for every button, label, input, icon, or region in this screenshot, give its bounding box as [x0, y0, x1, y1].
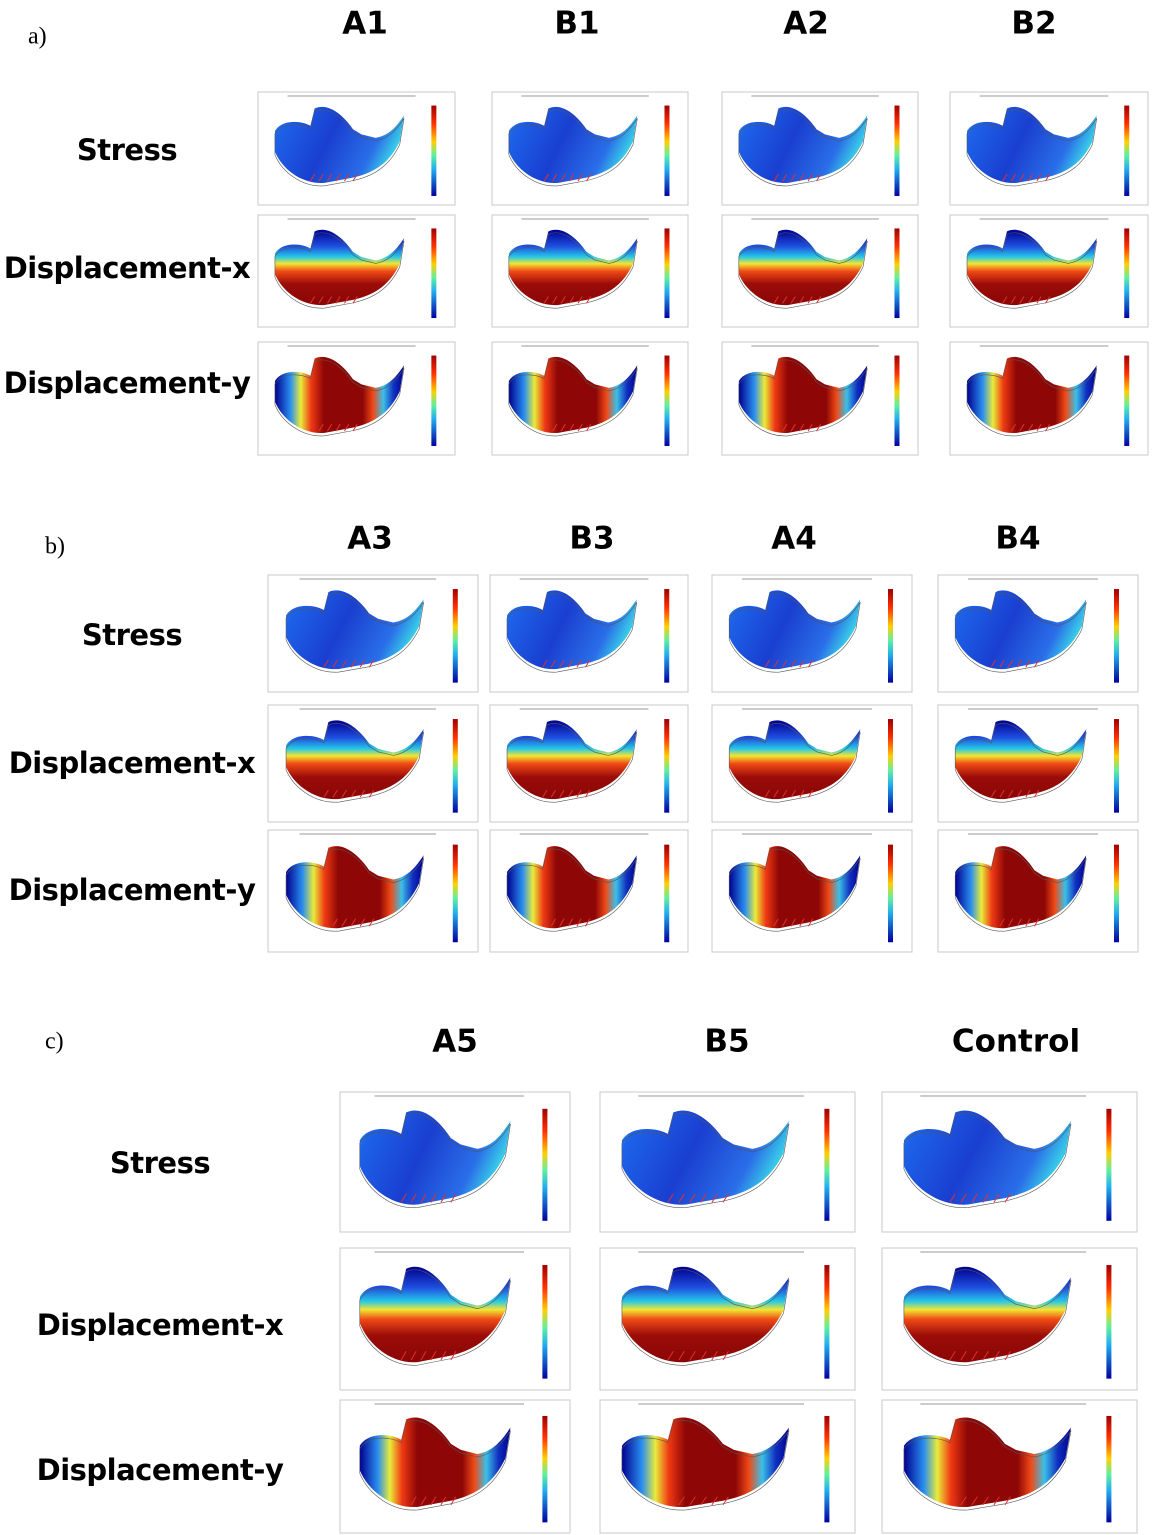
- section-label: c): [45, 1029, 64, 1055]
- column-header: A4: [771, 521, 817, 557]
- simulation-panel: [492, 342, 688, 455]
- simulation-panel: [258, 92, 455, 205]
- section-label: a): [28, 24, 47, 50]
- simulation-panel: [268, 830, 478, 952]
- colorbar: [824, 1265, 829, 1379]
- simulation-panel: [882, 1092, 1137, 1232]
- simulation-panel: [722, 342, 918, 455]
- colorbar: [431, 228, 436, 318]
- figure: a) A1 B1 A2 B2 Stress Displacement-x Displaceme…: [0, 0, 1152, 1535]
- colorbar: [1114, 719, 1119, 813]
- colorbar: [542, 1265, 547, 1379]
- simulation-panel: [490, 705, 688, 822]
- colorbar: [1106, 1265, 1111, 1379]
- colorbar: [664, 106, 669, 196]
- column-header: A2: [783, 6, 829, 42]
- simulation-panel: [268, 575, 478, 692]
- column-header: B4: [995, 521, 1040, 557]
- simulation-panel: [340, 1400, 570, 1533]
- simulation-panel: [340, 1248, 570, 1390]
- simulation-panel: [490, 830, 688, 952]
- colorbar: [1124, 106, 1129, 196]
- colorbar: [894, 356, 899, 446]
- colorbar: [453, 719, 458, 813]
- row-label: Displacement-y: [4, 366, 251, 400]
- column-header: Control: [952, 1024, 1080, 1060]
- row-label: Displacement-x: [37, 1308, 284, 1342]
- simulation-panel: [340, 1092, 570, 1232]
- colorbar: [542, 1109, 547, 1221]
- colorbar: [664, 845, 669, 943]
- simulation-panel: [722, 92, 918, 205]
- colorbar: [824, 1416, 829, 1522]
- colorbar: [1114, 845, 1119, 943]
- row-label: Displacement-x: [9, 746, 256, 780]
- simulation-panel: [258, 342, 455, 455]
- simulation-panel: [492, 215, 688, 327]
- simulation-panel: [882, 1248, 1137, 1390]
- simulation-panel: [258, 215, 455, 327]
- section-label: b): [45, 534, 65, 560]
- colorbar: [1106, 1109, 1111, 1221]
- simulation-panel: [268, 705, 478, 822]
- simulation-panel: [938, 830, 1138, 952]
- row-label: Displacement-y: [9, 873, 256, 907]
- colorbar: [664, 228, 669, 318]
- simulation-panel: [938, 705, 1138, 822]
- simulation-panel: [490, 575, 688, 692]
- column-header: A5: [432, 1024, 478, 1060]
- colorbar: [542, 1416, 547, 1522]
- colorbar: [431, 356, 436, 446]
- simulation-panel: [950, 215, 1148, 327]
- colorbar: [888, 589, 893, 683]
- colorbar: [888, 845, 893, 943]
- colorbar: [453, 589, 458, 683]
- simulation-panel: [492, 92, 688, 205]
- simulation-panel: [722, 215, 918, 327]
- simulation-panel: [712, 575, 912, 692]
- simulation-panel: [950, 342, 1148, 455]
- colorbar: [1124, 228, 1129, 318]
- column-header: A1: [342, 6, 388, 42]
- row-label: Stress: [110, 1146, 210, 1180]
- column-header: B2: [1011, 6, 1056, 42]
- simulation-panel: [712, 830, 912, 952]
- simulation-panel: [600, 1248, 855, 1390]
- colorbar: [453, 845, 458, 943]
- row-label: Displacement-y: [37, 1453, 284, 1487]
- simulation-panel: [600, 1400, 855, 1533]
- simulation-panel: [950, 92, 1148, 205]
- simulation-panel: [882, 1400, 1137, 1533]
- colorbar: [894, 228, 899, 318]
- colorbar: [664, 356, 669, 446]
- column-header: B5: [704, 1024, 749, 1060]
- colorbar: [824, 1109, 829, 1221]
- simulation-panel: [938, 575, 1138, 692]
- colorbar: [664, 719, 669, 813]
- colorbar: [1106, 1416, 1111, 1522]
- simulation-panel: [712, 705, 912, 822]
- row-label: Stress: [82, 618, 182, 652]
- column-header: B3: [569, 521, 614, 557]
- colorbar: [431, 106, 436, 196]
- row-label: Displacement-x: [4, 251, 251, 285]
- colorbar: [894, 106, 899, 196]
- colorbar: [664, 589, 669, 683]
- column-header: B1: [554, 6, 599, 42]
- colorbar: [1124, 356, 1129, 446]
- colorbar: [1114, 589, 1119, 683]
- colorbar: [888, 719, 893, 813]
- simulation-panel: [600, 1092, 855, 1232]
- column-header: A3: [347, 521, 393, 557]
- row-label: Stress: [77, 133, 177, 167]
